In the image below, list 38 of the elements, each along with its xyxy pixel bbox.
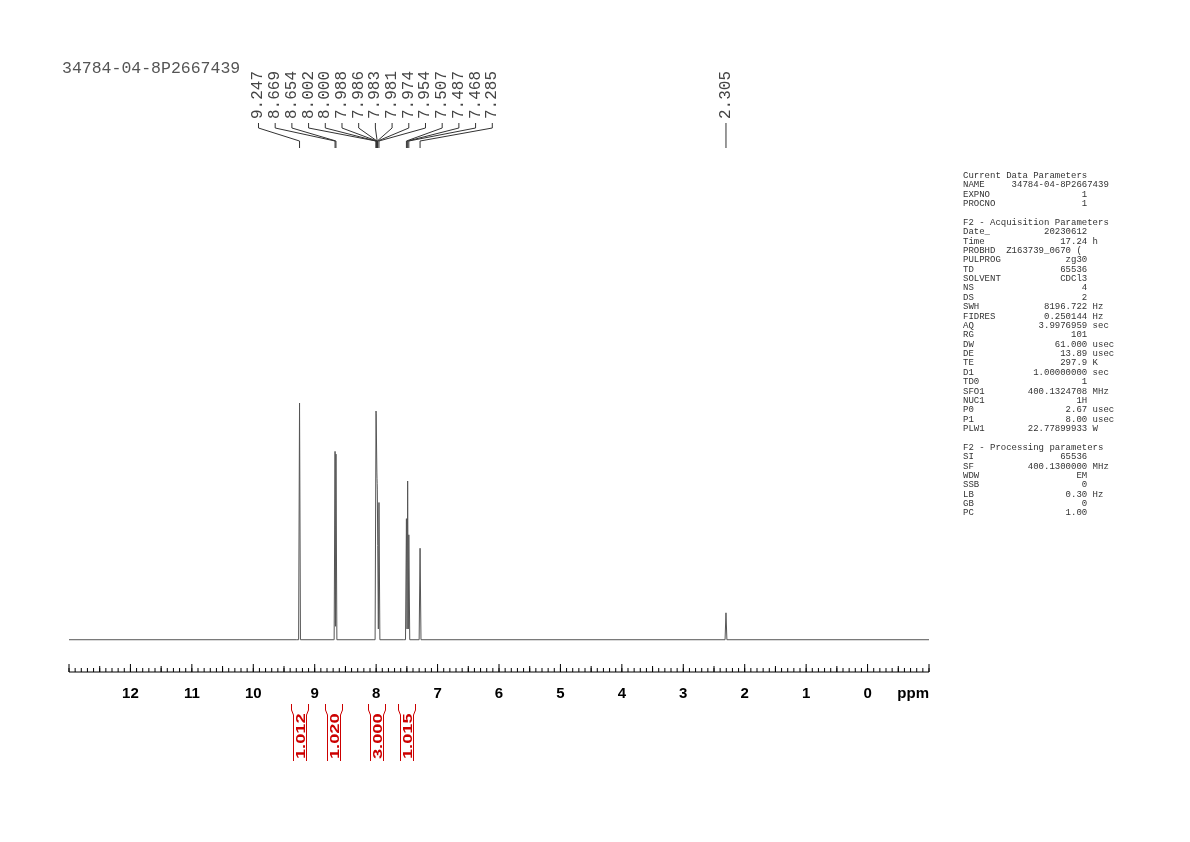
- chart-title: 34784-04-8P2667439: [62, 59, 241, 78]
- annotation: 7.468: [466, 70, 485, 119]
- annotation: 7.954: [416, 70, 435, 119]
- text: 1.015: [400, 713, 414, 759]
- annotation: 9.247: [249, 70, 268, 119]
- annotation: 7.507: [433, 70, 452, 119]
- x-axis-title: ppm: [897, 684, 929, 701]
- x-tick-label: 12: [122, 684, 139, 701]
- annotation: 7.986: [349, 70, 368, 119]
- annotation: 7.988: [332, 70, 351, 119]
- x-tick-label: 10: [244, 684, 262, 701]
- annotation: 8.000: [316, 70, 335, 119]
- x-tick-label: 7: [433, 684, 442, 701]
- annotation: 8.654: [282, 70, 301, 119]
- text: Current Data Parameters NAME 34784-04-8P2667439 EXPNO 1 PROCNO 1: [963, 171, 1110, 210]
- annotation: 7.285: [483, 70, 502, 119]
- text: F2 - Acquisition Parameters Date_ 20230612 Time 17.24 h PROBHD Z163739_0670 ( PULPROG zg30 TD 65536 SOLVENT CDCl3 NS 4 DS 2 SWH 8196.722 Hz FIDRES 0.250144 Hz AQ 3.9976959 sec RG 101 DW 61.000 usec DE 13.89 usec TE 297.9 K D1 1.00000000 sec TD0 1 SFO1 400.1324708 MHz NUC1 1H P0 2.67 usec P1 8.00 usec PLW1 22.77899933 W: [963, 217, 1115, 435]
- annotation: 8.002: [299, 70, 318, 119]
- annotation: 7.983: [366, 70, 385, 119]
- text: 1.012: [293, 713, 307, 759]
- text: 1.020: [327, 713, 341, 759]
- annotation: 7.487: [449, 70, 468, 119]
- x-tick-label: 8: [371, 684, 381, 701]
- annotation: 2.305: [716, 70, 735, 119]
- x-tick-label: 9: [310, 684, 319, 701]
- text: F2 - Processing parameters SI 65536 SF 400.1300000 MHz WDW EM SSB 0 LB 0.30 Hz GB 0 PC 1.00: [963, 442, 1110, 519]
- x-tick-label: 2: [740, 684, 749, 701]
- annotation: 8.669: [266, 70, 285, 119]
- x-tick-label: 11: [183, 684, 200, 701]
- x-tick-label: 3: [679, 684, 688, 701]
- x-tick-label: 0: [863, 684, 872, 701]
- text: 3.000: [370, 713, 384, 759]
- annotation: 7.981: [383, 70, 402, 119]
- x-tick-label: 6: [494, 684, 504, 701]
- annotation: 7.974: [399, 70, 418, 119]
- x-tick-label: 4: [617, 684, 627, 701]
- x-tick-label: 1: [801, 684, 811, 701]
- x-tick-label: 5: [556, 684, 565, 701]
